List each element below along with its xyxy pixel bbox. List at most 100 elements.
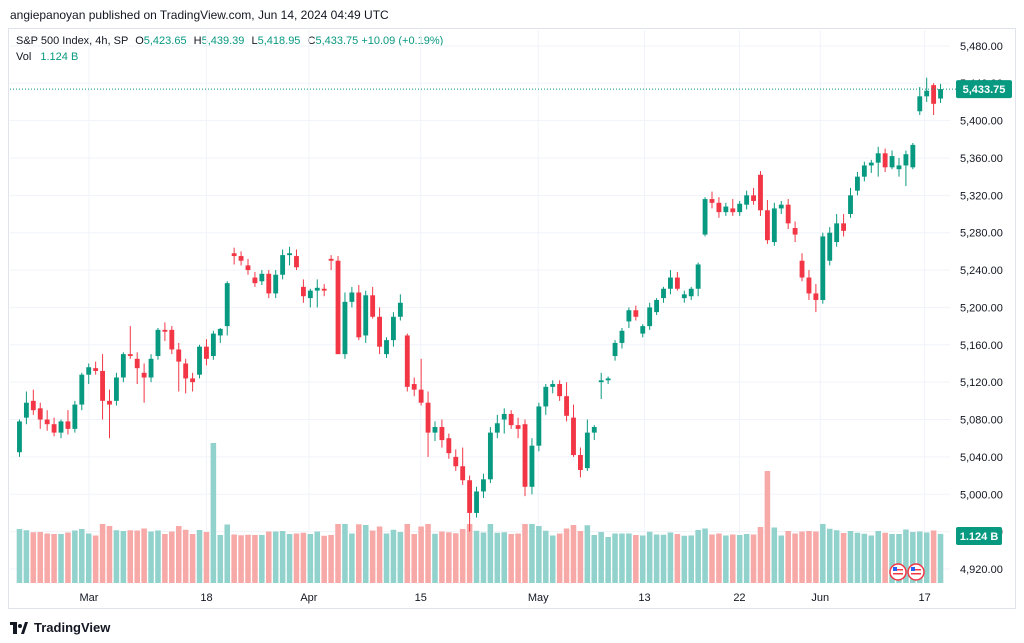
candle-body[interactable] (834, 223, 840, 243)
candle-body[interactable] (688, 288, 694, 297)
candle-body[interactable] (668, 277, 673, 289)
candle-body[interactable] (127, 354, 133, 357)
candle-body[interactable] (155, 329, 161, 357)
candle-body[interactable] (79, 374, 85, 405)
candle-body[interactable] (245, 265, 251, 271)
candle-body[interactable] (425, 402, 431, 433)
candle-body[interactable] (633, 310, 639, 317)
candle-body[interactable] (120, 354, 126, 378)
candle-body[interactable] (875, 153, 881, 163)
candle-body[interactable] (397, 302, 403, 317)
candle-body[interactable] (605, 378, 611, 381)
candle-body[interactable] (370, 295, 376, 317)
candle-body[interactable] (903, 154, 909, 166)
candle-body[interactable] (266, 273, 272, 294)
candle-body[interactable] (612, 342, 618, 357)
candle-body[interactable] (474, 491, 479, 513)
volume-label[interactable]: Vol (16, 51, 32, 63)
candle-body[interactable] (744, 195, 750, 205)
candle-body[interactable] (328, 258, 334, 261)
candle-body[interactable] (411, 384, 417, 390)
candle-body[interactable] (307, 290, 313, 299)
candle-body[interactable] (737, 203, 743, 213)
candle-body[interactable] (584, 432, 590, 469)
candle-body[interactable] (529, 445, 535, 487)
candle-body[interactable] (72, 404, 78, 429)
candle-body[interactable] (294, 256, 299, 268)
candle-body[interactable] (508, 413, 514, 426)
candle-body[interactable] (758, 174, 763, 211)
candle-body[interactable] (938, 89, 943, 99)
candle-body[interactable] (356, 292, 362, 338)
candle-body[interactable] (93, 368, 99, 371)
candle-body[interactable] (259, 273, 265, 282)
candle-body[interactable] (709, 199, 715, 203)
candle-body[interactable] (183, 363, 189, 379)
candle-body[interactable] (197, 346, 202, 375)
candle-body[interactable] (190, 378, 196, 383)
candle-body[interactable] (169, 329, 175, 350)
candle-body[interactable] (148, 358, 154, 378)
candle-body[interactable] (280, 255, 286, 275)
candle-body[interactable] (231, 253, 237, 257)
candle-body[interactable] (730, 208, 736, 213)
candle-body[interactable] (550, 384, 556, 387)
candle-body[interactable] (841, 223, 847, 231)
candle-body[interactable] (107, 400, 112, 405)
candle-body[interactable] (598, 380, 604, 383)
candle-body[interactable] (404, 335, 410, 387)
us-event-flag-icon[interactable] (889, 563, 907, 581)
candle-body[interactable] (813, 293, 819, 300)
candle-body[interactable] (896, 165, 902, 170)
candle-body[interactable] (287, 253, 292, 256)
candle-body[interactable] (681, 294, 687, 299)
candle-body[interactable] (820, 236, 826, 300)
candle-body[interactable] (702, 199, 708, 235)
candle-body[interactable] (51, 424, 57, 433)
candle-body[interactable] (23, 402, 29, 418)
candle-body[interactable] (481, 479, 486, 492)
candle-body[interactable] (453, 456, 459, 467)
candle-body[interactable] (785, 204, 791, 224)
candle-body[interactable] (377, 316, 383, 347)
candle-body[interactable] (321, 288, 327, 291)
candle-body[interactable] (65, 421, 71, 429)
candle-body[interactable] (792, 228, 798, 235)
candle-body[interactable] (515, 425, 521, 429)
candle-body[interactable] (176, 349, 182, 362)
candle-body[interactable] (778, 204, 784, 209)
candle-body[interactable] (543, 386, 549, 407)
candle-body[interactable] (626, 310, 632, 322)
candle-body[interactable] (799, 260, 805, 278)
us-event-flag-icon[interactable] (907, 563, 925, 581)
candle-body[interactable] (661, 288, 666, 299)
candle-body[interactable] (536, 406, 542, 446)
candle-body[interactable] (44, 419, 50, 425)
candle-body[interactable] (238, 256, 244, 261)
candle-body[interactable] (848, 195, 853, 215)
candle-body[interactable] (113, 377, 119, 401)
candle-body[interactable] (723, 206, 729, 213)
candle-body[interactable] (460, 466, 466, 481)
candle-body[interactable] (882, 153, 888, 168)
candle-body[interactable] (557, 384, 563, 397)
candle-body[interactable] (910, 144, 916, 168)
candle-body[interactable] (335, 260, 341, 355)
candle-body[interactable] (577, 455, 583, 470)
candle-body[interactable] (314, 287, 320, 291)
candle-body[interactable] (384, 340, 389, 355)
candle-body[interactable] (252, 277, 258, 284)
candle-body[interactable] (273, 274, 279, 294)
candle-body[interactable] (501, 413, 507, 420)
candle-body[interactable] (17, 421, 22, 453)
candle-body[interactable] (224, 283, 230, 327)
candle-body[interactable] (446, 438, 452, 454)
candle-body[interactable] (647, 307, 653, 327)
candle-body[interactable] (861, 165, 867, 177)
candle-body[interactable] (100, 370, 105, 401)
candle-body[interactable] (751, 195, 756, 201)
candle-body[interactable] (564, 396, 569, 416)
candle-body[interactable] (363, 295, 369, 336)
candle-body[interactable] (210, 333, 216, 357)
candle-body[interactable] (349, 292, 355, 302)
